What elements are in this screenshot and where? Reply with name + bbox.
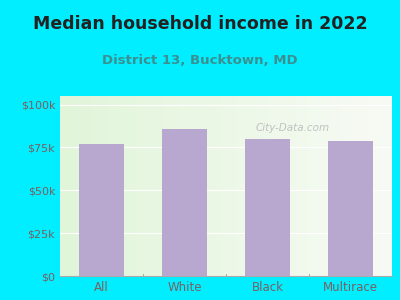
Bar xyxy=(247,96,251,276)
Bar xyxy=(288,96,292,276)
Bar xyxy=(97,96,102,276)
Bar xyxy=(388,96,392,276)
Bar xyxy=(197,96,201,276)
Bar xyxy=(143,96,147,276)
Bar xyxy=(263,96,268,276)
Bar xyxy=(205,96,210,276)
Bar xyxy=(245,139,290,276)
Bar xyxy=(93,96,97,276)
Text: District 13, Bucktown, MD: District 13, Bucktown, MD xyxy=(102,54,298,67)
Bar xyxy=(359,96,363,276)
Bar xyxy=(156,96,160,276)
Bar xyxy=(230,96,234,276)
Bar xyxy=(77,96,81,276)
Bar xyxy=(189,96,193,276)
Bar xyxy=(168,96,172,276)
Text: City-Data.com: City-Data.com xyxy=(255,123,330,134)
Bar xyxy=(346,96,350,276)
Bar xyxy=(255,96,259,276)
Bar xyxy=(106,96,110,276)
Bar xyxy=(363,96,367,276)
Bar xyxy=(126,96,130,276)
Bar xyxy=(210,96,214,276)
Bar xyxy=(180,96,184,276)
Bar xyxy=(114,96,118,276)
Bar xyxy=(322,96,326,276)
Bar xyxy=(375,96,380,276)
Bar xyxy=(292,96,296,276)
Bar xyxy=(301,96,305,276)
Bar xyxy=(193,96,197,276)
Bar xyxy=(280,96,284,276)
Bar xyxy=(184,96,189,276)
Bar xyxy=(384,96,388,276)
Bar xyxy=(242,96,247,276)
Bar xyxy=(226,96,230,276)
Bar xyxy=(317,96,322,276)
Bar xyxy=(326,96,330,276)
Bar xyxy=(102,96,106,276)
Bar xyxy=(118,96,122,276)
Text: Median household income in 2022: Median household income in 2022 xyxy=(33,15,367,33)
Bar xyxy=(162,129,207,276)
Bar xyxy=(147,96,151,276)
Bar xyxy=(338,96,342,276)
Bar xyxy=(238,96,242,276)
Bar xyxy=(201,96,205,276)
Bar xyxy=(81,96,85,276)
Bar xyxy=(214,96,218,276)
Bar xyxy=(309,96,313,276)
Bar xyxy=(350,96,355,276)
Bar xyxy=(355,96,359,276)
Bar xyxy=(79,144,124,276)
Bar xyxy=(268,96,272,276)
Bar xyxy=(222,96,226,276)
Bar xyxy=(139,96,143,276)
Bar xyxy=(164,96,168,276)
Bar xyxy=(60,96,64,276)
Bar xyxy=(135,96,139,276)
Bar xyxy=(122,96,126,276)
Bar xyxy=(276,96,280,276)
Bar xyxy=(272,96,276,276)
Bar xyxy=(380,96,384,276)
Bar xyxy=(72,96,77,276)
Bar xyxy=(284,96,288,276)
Bar xyxy=(172,96,176,276)
Bar xyxy=(371,96,375,276)
Bar xyxy=(130,96,135,276)
Bar xyxy=(313,96,317,276)
Bar xyxy=(234,96,238,276)
Bar xyxy=(305,96,309,276)
Bar xyxy=(330,96,334,276)
Bar xyxy=(296,96,301,276)
Bar xyxy=(218,96,222,276)
Bar xyxy=(160,96,164,276)
Bar xyxy=(110,96,114,276)
Bar xyxy=(334,96,338,276)
Bar xyxy=(89,96,93,276)
Bar xyxy=(342,96,346,276)
Bar xyxy=(176,96,180,276)
Bar xyxy=(251,96,255,276)
Bar xyxy=(85,96,89,276)
Bar xyxy=(367,96,371,276)
Bar xyxy=(151,96,156,276)
Bar xyxy=(259,96,263,276)
Bar xyxy=(68,96,72,276)
Bar xyxy=(328,141,373,276)
Bar xyxy=(64,96,68,276)
